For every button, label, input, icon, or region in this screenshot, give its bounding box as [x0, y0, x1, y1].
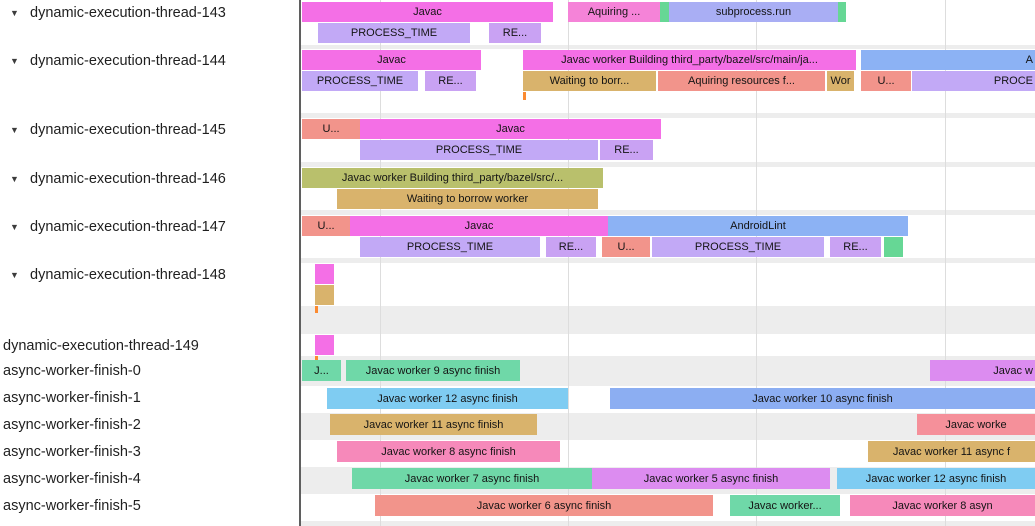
timeline-slice[interactable]: A [861, 50, 1035, 70]
timeline-slice[interactable]: Javac [302, 50, 481, 70]
timeline-slice[interactable]: RE... [600, 140, 653, 160]
collapse-arrow-icon[interactable]: ▼ [10, 124, 19, 135]
timeline-slice[interactable]: U... [302, 119, 360, 139]
timeline-slice[interactable]: PROCESS_TIME [318, 23, 470, 43]
timeline-slice[interactable]: Javac worker 8 async finish [337, 441, 560, 462]
time-gridline [756, 0, 757, 526]
timeline-slice[interactable] [838, 2, 846, 22]
timeline-slice[interactable]: Waiting to borr... [523, 71, 656, 91]
timeline-slice[interactable] [315, 285, 334, 305]
collapse-arrow-icon[interactable]: ▼ [10, 173, 19, 184]
timeline-slice[interactable]: Javac worker 6 async finish [375, 495, 713, 516]
track-name-label: dynamic-execution-thread-147 [30, 218, 226, 235]
instant-marker[interactable] [315, 356, 318, 361]
instant-marker[interactable] [523, 92, 526, 100]
track-name-label: async-worker-finish-1 [3, 389, 141, 406]
time-gridline [568, 0, 569, 526]
timeline-slice[interactable]: Javac worker Building third_party/bazel/… [302, 168, 603, 188]
track-name-label: dynamic-execution-thread-144 [30, 52, 226, 69]
timeline-slice[interactable]: RE... [546, 237, 596, 257]
timeline-slice[interactable]: Javac worker 9 async finish [346, 360, 520, 381]
timeline-slice[interactable]: PROCESS_TIME [652, 237, 824, 257]
track-name-label: async-worker-finish-0 [3, 362, 141, 379]
track-name-label: async-worker-finish-3 [3, 443, 141, 460]
timeline-slice[interactable]: Javac [360, 119, 661, 139]
timeline-slice[interactable]: Wor [827, 71, 854, 91]
timeline-slice[interactable]: Javac worker 5 async finish [592, 468, 830, 489]
timeline-slice[interactable]: RE... [425, 71, 476, 91]
sidebar-track-item[interactable]: ▼ dynamic-execution-thread-147 [0, 216, 299, 237]
timeline-slice[interactable]: PROCE [912, 71, 1035, 91]
sidebar-track-item[interactable]: async-worker-finish-4 [0, 468, 299, 489]
collapse-arrow-icon[interactable]: ▼ [10, 55, 19, 66]
timeline-slice[interactable]: Javac w [930, 360, 1035, 381]
timeline-slice[interactable]: U... [861, 71, 911, 91]
track-name-label: dynamic-execution-thread-148 [30, 266, 226, 283]
track-name-label: async-worker-finish-5 [3, 497, 141, 514]
track-name-panel: ▼ dynamic-execution-thread-143 ▼ dynamic-ex… [0, 0, 301, 526]
timeline-slice[interactable]: Aquiring ... [568, 2, 660, 22]
timeline-slice[interactable]: Javac worker 10 async finish [610, 388, 1035, 409]
sidebar-track-item[interactable]: ▼ dynamic-execution-thread-143 [0, 2, 299, 23]
timeline-slice[interactable]: Javac worker 11 async f [868, 441, 1035, 462]
timeline-slice[interactable]: Javac [302, 2, 553, 22]
instant-marker[interactable] [315, 306, 318, 313]
collapse-arrow-icon[interactable]: ▼ [10, 269, 19, 280]
timeline-slice[interactable]: Javac worker 12 async finish [837, 468, 1035, 489]
timeline-slice[interactable]: Javac worker 12 async finish [327, 388, 568, 409]
timeline-slice[interactable] [315, 335, 334, 355]
track-name-label: async-worker-finish-4 [3, 470, 141, 487]
timeline-slice[interactable]: Aquiring resources f... [658, 71, 825, 91]
track-background [301, 334, 1035, 356]
track-name-label: dynamic-execution-thread-143 [30, 4, 226, 21]
timeline-slice[interactable] [315, 264, 334, 284]
timeline-slice[interactable]: U... [302, 216, 350, 236]
sidebar-track-item[interactable]: dynamic-execution-thread-149 [0, 335, 299, 356]
track-name-label: dynamic-execution-thread-149 [3, 337, 199, 354]
sidebar-track-item[interactable]: async-worker-finish-3 [0, 441, 299, 462]
sidebar-track-item[interactable]: ▼ dynamic-execution-thread-145 [0, 119, 299, 140]
track-name-label: dynamic-execution-thread-145 [30, 121, 226, 138]
sidebar-track-item[interactable]: async-worker-finish-2 [0, 414, 299, 435]
collapse-arrow-icon[interactable]: ▼ [10, 221, 19, 232]
time-gridline [945, 0, 946, 526]
track-background [301, 263, 1035, 306]
timeline-slice[interactable]: RE... [830, 237, 881, 257]
track-name-label: async-worker-finish-2 [3, 416, 141, 433]
timeline-slice[interactable]: subprocess.run [669, 2, 838, 22]
track-name-label: dynamic-execution-thread-146 [30, 170, 226, 187]
sidebar-track-item[interactable]: async-worker-finish-0 [0, 360, 299, 381]
timeline-slice[interactable]: Javac worker... [730, 495, 840, 516]
sidebar-track-item[interactable]: async-worker-finish-5 [0, 495, 299, 516]
timeline-slice[interactable]: RE... [489, 23, 541, 43]
time-gridline [380, 0, 381, 526]
sidebar-track-item[interactable]: ▼ dynamic-execution-thread-146 [0, 168, 299, 189]
timeline-slice[interactable]: Javac worke [917, 414, 1035, 435]
timeline-slice[interactable] [660, 2, 669, 22]
timeline-slice[interactable] [884, 237, 903, 257]
timeline-slice[interactable]: PROCESS_TIME [360, 237, 540, 257]
timeline-canvas[interactable]: Javac Aquiring ... subprocess.run PROCESS_T… [301, 0, 1035, 526]
timeline-slice[interactable]: Waiting to borrow worker [337, 189, 598, 209]
timeline-slice[interactable]: AndroidLint [608, 216, 908, 236]
sidebar-track-item[interactable]: ▼ dynamic-execution-thread-148 [0, 264, 299, 285]
timeline-slice[interactable]: J... [302, 360, 341, 381]
collapse-arrow-icon[interactable]: ▼ [10, 7, 19, 18]
timeline-slice[interactable]: Javac worker 8 asyn [850, 495, 1035, 516]
timeline-slice[interactable]: Javac worker 11 async finish [330, 414, 537, 435]
timeline-slice[interactable]: U... [602, 237, 650, 257]
sidebar-track-item[interactable]: ▼ dynamic-execution-thread-144 [0, 50, 299, 71]
timeline-slice[interactable]: Javac worker 7 async finish [352, 468, 592, 489]
timeline-slice[interactable]: Javac [350, 216, 608, 236]
timeline-slice[interactable]: Javac worker Building third_party/bazel/… [523, 50, 856, 70]
sidebar-track-item[interactable]: async-worker-finish-1 [0, 387, 299, 408]
timeline-slice[interactable]: PROCESS_TIME [360, 140, 598, 160]
timeline-slice[interactable]: PROCESS_TIME [302, 71, 418, 91]
